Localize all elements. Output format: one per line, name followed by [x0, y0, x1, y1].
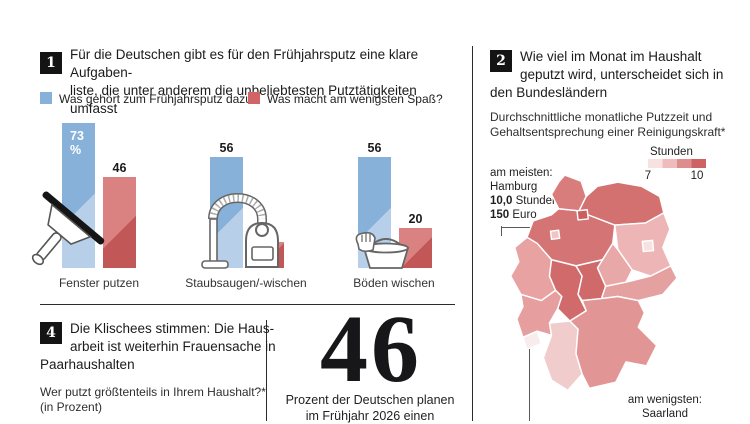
state-berlin	[641, 239, 655, 253]
bar-value-73-unit: %	[70, 143, 82, 157]
section1-title: Für die Deutschen gibt es für den Frühja…	[70, 46, 465, 118]
annotation-most-label: am meisten:	[490, 167, 553, 179]
chart-legend: Was gehört zum Frühjahrsputz dazu? Was m…	[40, 91, 460, 106]
annotation-least-label: am wenigsten:	[627, 394, 702, 406]
bar-value-73-number: 73	[70, 129, 84, 143]
section2-subtitle-line1: Durchschnittliche monatliche Putzzeit un…	[490, 110, 713, 124]
state-bremen	[549, 229, 561, 241]
state-hamburg	[576, 209, 589, 221]
vertical-divider-right	[472, 46, 473, 421]
category-label-fenster: Fenster putzen	[58, 276, 140, 290]
annotation-most-hours-unit: Stunden	[512, 195, 559, 207]
annotation-most-salary-unit: Euro	[509, 209, 537, 221]
map-legend-min: 7	[644, 170, 652, 182]
section1-title-line2: liste, die unter anderem die unbeliebtes…	[70, 83, 417, 116]
vacuum-icon	[201, 193, 279, 269]
section4-question: Wer putzt größtenteils in Ihrem Haushalt…	[40, 385, 266, 399]
legend-label-red: Was macht am wenigsten Spaß?	[267, 92, 443, 106]
section2-badge: 2	[490, 50, 512, 72]
annotation-least: am wenigsten: Saarland	[600, 393, 702, 421]
annotation-most-hours: 10,0 Stunden	[490, 194, 620, 208]
state-saarland	[522, 330, 543, 351]
stat-caption: Prozent der Deutschen planen im Frühjahr…	[270, 392, 470, 424]
section1-badge: 1	[40, 52, 62, 74]
section2-title-line3: den Bundesländern	[490, 85, 608, 100]
bar-value-20: 20	[408, 212, 423, 226]
bar-value-73: 73 %	[70, 129, 84, 157]
map-legend-max: 10	[690, 170, 704, 182]
category-label-staubsaugen: Staubsaugen/-wischen	[185, 276, 307, 290]
annotation-most-region: Hamburg	[490, 181, 538, 193]
section1-title-line1: Für die Deutschen gibt es für den Frühja…	[70, 47, 419, 80]
horizontal-divider	[40, 304, 455, 305]
pointer-least-vertical	[529, 349, 530, 421]
squeegee-icon	[31, 191, 105, 266]
legend-swatch-red-icon	[248, 92, 260, 104]
annotation-most-salary: 150 Euro	[490, 208, 620, 222]
bar-value-56b: 56	[367, 141, 382, 155]
state-schleswig-holstein	[550, 174, 587, 212]
stat-caption-line2: im Frühjahr 2026 einen	[305, 409, 435, 423]
annotation-least-region: Saarland	[641, 408, 688, 420]
bar-fruehjahrsputz-fenster	[62, 123, 95, 268]
annotation-most: am meisten: Hamburg 10,0 Stunden 150 Eur…	[490, 166, 620, 222]
bar-value-56a: 56	[219, 141, 234, 155]
bar-value-46: 46	[112, 161, 127, 175]
section4-title-line3: Paarhaushalten	[40, 357, 135, 372]
bar-wenig-spass-fenster	[103, 177, 136, 268]
vertical-divider-mid	[266, 320, 267, 421]
section4-badge: 4	[40, 322, 62, 344]
map-legend-title: Stunden	[650, 146, 693, 158]
section2-subtitle-line2: Gehaltsentsprechung einer Reinigungskraf…	[490, 125, 726, 139]
stat-number: 46	[320, 295, 422, 402]
section2-title-line1: Wie viel im Monat im Haushalt	[520, 49, 702, 64]
section4-title-line2: arbeit ist weiterhin Frauensache in	[70, 339, 276, 354]
pointer-most-vertical	[501, 226, 502, 236]
stat-caption-line1: Prozent der Deutschen planen	[285, 393, 455, 407]
section2-title-line2: geputzt wird, unterscheidet sich in	[520, 67, 724, 82]
section4-unit: (in Prozent)	[40, 400, 103, 414]
germany-map	[509, 174, 678, 392]
annotation-most-salary-value: 150	[490, 209, 510, 221]
map-legend-scale	[648, 159, 706, 168]
bucket-icon	[355, 231, 410, 269]
legend-swatch-blue-icon	[40, 92, 52, 104]
state-bayern	[569, 295, 658, 390]
legend-label-blue: Was gehört zum Frühjahrsputz dazu?	[59, 92, 259, 106]
annotation-most-hours-value: 10,0	[490, 195, 513, 207]
section4-title-line1: Die Klischees stimmen: Die Haus-	[70, 321, 275, 336]
category-label-boeden: Böden wischen	[353, 276, 435, 290]
